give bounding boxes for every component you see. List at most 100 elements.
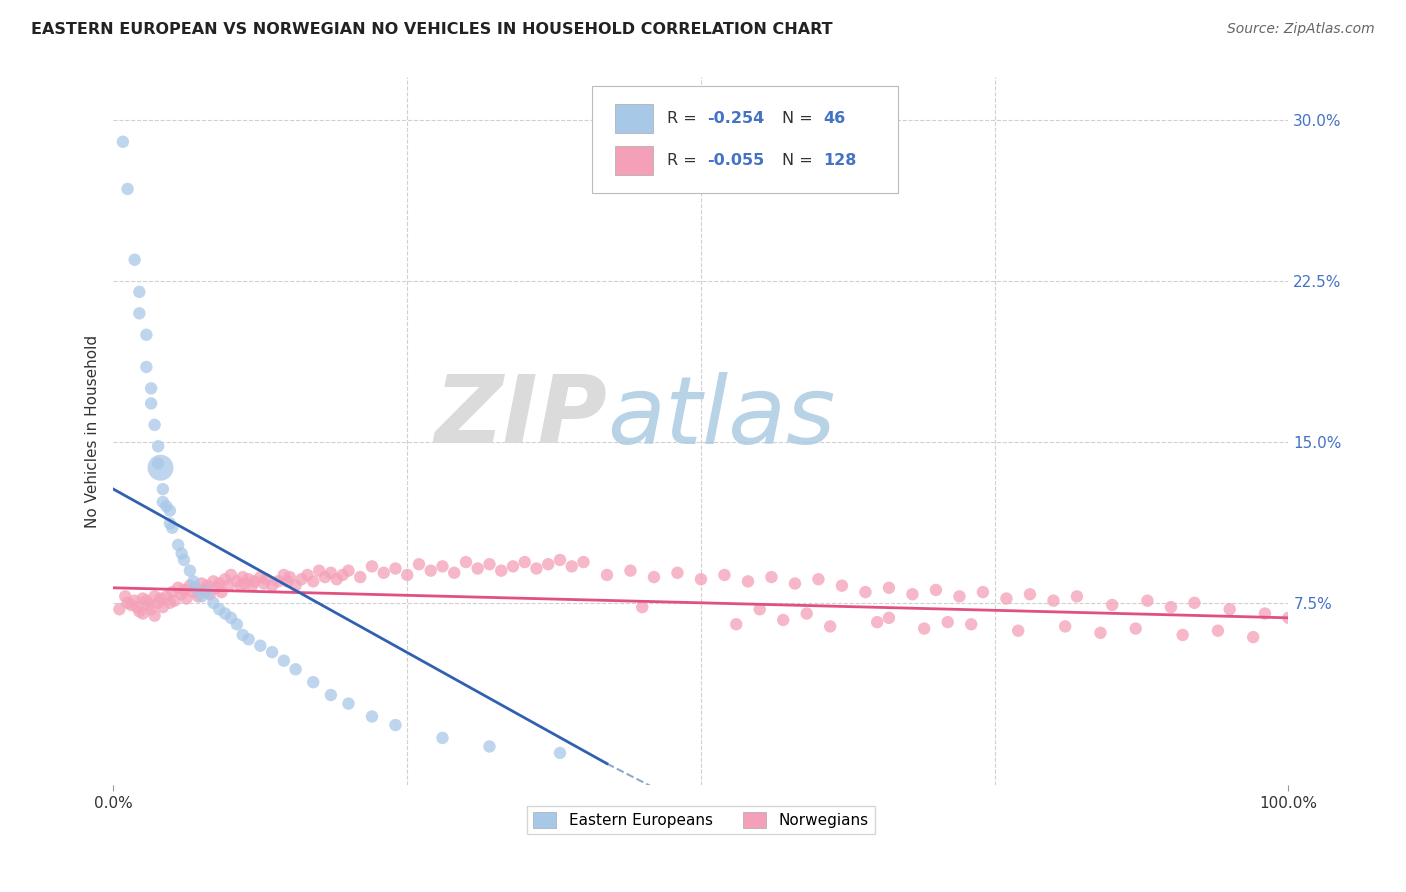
Point [1054,619,1077,633]
Point [238,572,260,586]
Point [273,654,295,668]
Point [308,564,330,578]
Point [183,574,205,589]
Point [111,135,134,149]
Point [1090,625,1112,640]
Point [831,579,853,593]
Point [138,598,160,612]
Point [243,574,266,589]
Point [135,593,157,607]
Point [995,591,1018,606]
Point [132,607,155,621]
Point [219,611,242,625]
Text: N =: N = [782,111,818,126]
Text: 128: 128 [823,153,856,168]
Point [548,746,571,760]
Point [866,615,889,629]
Point [1042,593,1064,607]
Point [163,593,186,607]
Point [198,587,221,601]
Point [132,591,155,606]
Point [167,538,190,552]
Point [232,570,254,584]
Point [901,587,924,601]
Point [877,611,900,625]
Point [276,574,298,589]
Point [432,559,454,574]
Point [162,521,184,535]
Point [232,628,254,642]
Point [225,574,247,589]
Point [454,555,477,569]
Point [912,622,935,636]
Point [184,581,207,595]
Point [643,570,665,584]
Point [211,585,233,599]
Point [273,568,295,582]
Point [179,564,201,578]
Point [202,596,225,610]
Point [143,417,166,432]
Point [1254,607,1277,621]
Point [214,572,236,586]
Point [214,607,236,621]
Point [135,359,157,374]
Point [284,579,307,593]
Point [229,579,252,593]
Point [478,739,501,754]
Point [146,439,169,453]
Point [139,381,162,395]
Point [155,590,177,604]
Point [332,568,354,582]
Point [489,564,512,578]
Point [128,285,150,299]
Point [1125,622,1147,636]
Point [783,576,806,591]
Point [219,568,242,582]
Point [139,602,162,616]
Point [152,495,174,509]
Text: atlas: atlas [607,372,835,463]
Point [146,596,169,610]
Text: R =: R = [666,111,702,126]
Point [278,570,301,584]
Point [108,602,131,616]
Point [128,306,150,320]
Point [152,482,174,496]
Point [314,570,336,584]
Point [761,570,783,584]
Point [143,608,166,623]
Point [284,662,307,676]
Point [290,572,312,586]
Point [748,602,770,616]
Point [478,558,501,572]
Point [818,619,841,633]
Text: 46: 46 [823,111,845,126]
Point [1277,611,1299,625]
Point [1184,596,1206,610]
Point [419,564,441,578]
Point [225,617,247,632]
Point [139,396,162,410]
Point [159,503,181,517]
Point [526,561,548,575]
Point [155,500,177,514]
Point [513,555,536,569]
Point [176,591,198,606]
Point [855,585,877,599]
Point [384,718,406,732]
Point [190,576,212,591]
Point [796,607,818,621]
Point [249,639,271,653]
Point [124,593,146,607]
Point [1160,600,1182,615]
Point [267,574,290,589]
Point [325,572,347,586]
Point [146,457,169,471]
FancyBboxPatch shape [616,104,652,133]
Point [173,553,195,567]
Text: N =: N = [782,153,818,168]
Point [443,566,465,580]
Point [596,568,619,582]
Point [408,558,430,572]
